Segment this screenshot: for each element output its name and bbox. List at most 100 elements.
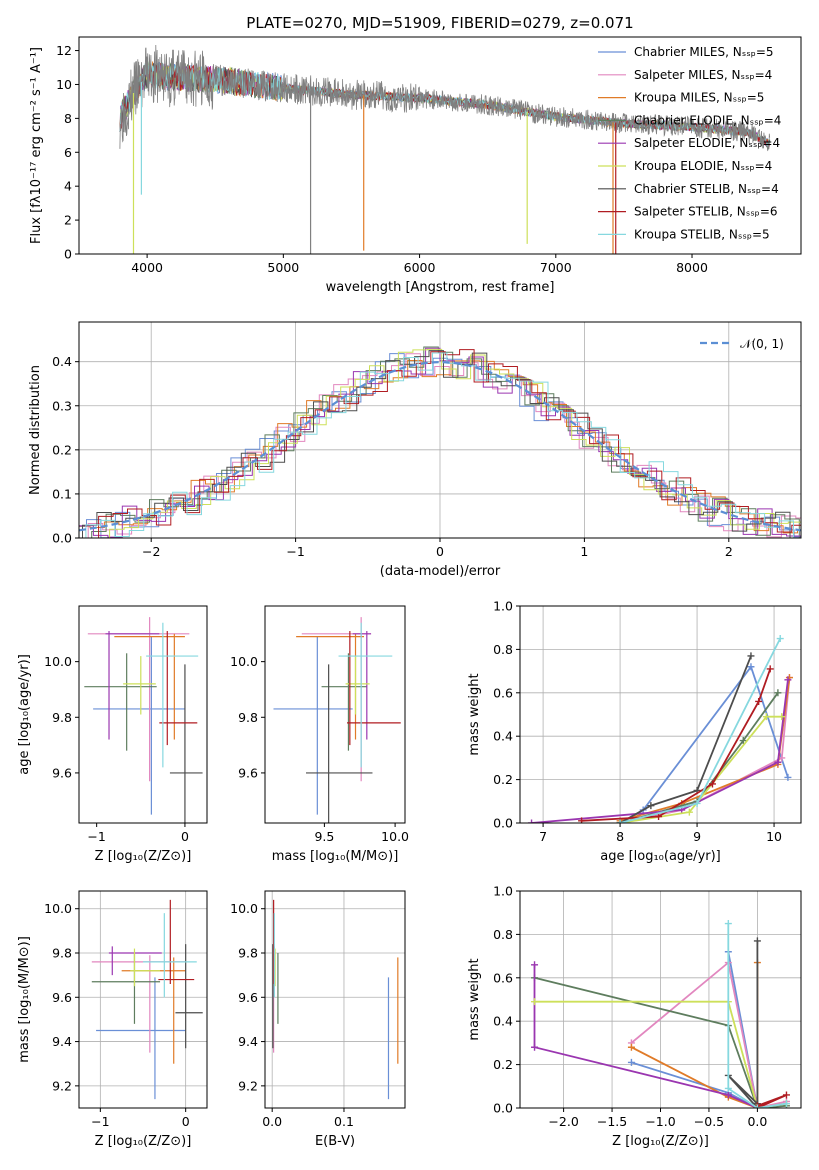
data-layer	[79, 346, 801, 538]
y-tick-label: 9.8	[238, 710, 258, 725]
legend-entry: Chabrier ELODIE, Nₛₛₚ=4	[634, 113, 781, 127]
x-axis-label: (data-model)/error	[380, 564, 501, 579]
x-tick-label: −1.5	[597, 1114, 627, 1129]
weight-series-line	[619, 655, 752, 823]
x-tick-label: 6000	[404, 260, 436, 275]
y-tick-label: 9.6	[52, 765, 72, 780]
y-tick-label: 9.4	[238, 1034, 258, 1049]
observed-spectrum-line	[119, 44, 771, 152]
y-axis-label: mass weight	[467, 958, 482, 1040]
y-axis-label: Flux [fλ10⁻¹⁷ erg cm⁻² s⁻¹ A⁻¹]	[29, 47, 44, 244]
y-tick-label: 0.2	[493, 1057, 513, 1072]
legend-entry: Salpeter STELIB, Nₛₛₚ=6	[634, 205, 778, 219]
weight-point-marker	[627, 1043, 635, 1051]
data-layer	[528, 635, 793, 823]
x-tick-label: 10.0	[381, 829, 409, 844]
legend-entry: Salpeter MILES, Nₛₛₚ=4	[634, 68, 772, 82]
x-axis-label: Z [log₁₀(Z/Z⊙)]	[612, 1134, 709, 1149]
weight-series-line	[631, 951, 759, 1108]
legend-entry: Kroupa ELODIE, Nₛₛₚ=4	[634, 159, 772, 173]
legend: Chabrier MILES, Nₛₛₚ=5 Salpeter MILES, Nₛ…	[598, 45, 781, 241]
data-layer	[272, 899, 399, 1100]
residual-histogram	[79, 347, 801, 538]
weight-point-marker	[724, 1084, 732, 1092]
y-tick-label: 9.6	[238, 765, 258, 780]
x-tick-label: 4000	[131, 260, 163, 275]
y-tick-label: 8	[64, 111, 72, 126]
x-tick-label: −0.5	[694, 1114, 724, 1129]
panel-age-vs-mass: 9.5 10.0 9.6 9.8 10.0 mass [log₁₀(M/M⊙)]	[230, 605, 409, 864]
grid	[79, 891, 207, 1108]
weight-point-marker	[531, 998, 539, 1006]
x-tick-label: 10	[766, 829, 782, 844]
axes-frame	[78, 36, 802, 255]
y-tick-label: 9.6	[238, 990, 258, 1005]
y-tick-label: 10.0	[230, 654, 258, 669]
y-tick-label: 0.4	[52, 354, 72, 369]
x-tick-label: 0	[181, 829, 189, 844]
plot-area	[84, 617, 203, 823]
residual-histogram	[79, 353, 801, 538]
plot-area	[79, 322, 801, 538]
weight-point-marker	[778, 713, 786, 721]
axes-frame	[264, 890, 406, 1109]
plot-area	[79, 891, 207, 1108]
x-tick-label: 0	[436, 544, 444, 559]
legend-entry: Kroupa STELIB, Nₛₛₚ=5	[634, 227, 770, 241]
plot-area	[273, 617, 401, 823]
axes: 7 8 9 10 0.0 0.2 0.4 0.6 0.8 1.0 age [log₁₀(age/yr…	[493, 599, 802, 864]
axes-frame	[519, 890, 802, 1109]
axes: −1 0 9.6 9.8 10.0 Z [log₁₀(Z/Z⊙)]	[44, 605, 208, 864]
y-tick-label: 0.8	[493, 642, 513, 657]
weight-series-line	[619, 677, 791, 823]
x-tick-label: 8	[616, 829, 624, 844]
axes: 9.5 10.0 9.6 9.8 10.0 mass [log₁₀(M/M⊙)]	[230, 605, 409, 864]
x-tick-label: 7000	[540, 260, 572, 275]
y-tick-label: 9.6	[52, 990, 72, 1005]
weight-point-marker	[739, 737, 747, 745]
weight-point-marker	[647, 802, 655, 810]
axes-frame	[78, 321, 802, 539]
y-tick-label: 1.0	[493, 599, 513, 614]
weight-series-line	[533, 964, 758, 1108]
panel-mass-vs-EBV: 0.0 0.1 9.2 9.4 9.6 9.8 10.0 E(B-V)	[230, 890, 406, 1149]
weight-point-marker	[685, 808, 693, 816]
chart-title: PLATE=0270, MJD=51909, FIBERID=0279, z=0…	[246, 14, 633, 32]
residual-histogram	[79, 349, 801, 538]
weight-point-marker	[784, 773, 792, 781]
y-tick-label: 0.2	[52, 442, 72, 457]
x-tick-label: 8000	[676, 260, 708, 275]
weight-point-marker	[724, 1091, 732, 1099]
y-tick-label: 4	[64, 179, 72, 194]
residual-histogram	[79, 348, 801, 538]
legend-entry: Kroupa MILES, Nₛₛₚ=5	[634, 91, 764, 105]
y-tick-label: 6	[64, 145, 72, 160]
weight-point-marker	[766, 665, 774, 673]
y-tick-label: 0.4	[493, 1014, 513, 1029]
weight-point-marker	[774, 689, 782, 697]
weight-point-marker	[753, 1104, 761, 1108]
grid	[520, 606, 801, 823]
x-tick-label: −2	[142, 544, 160, 559]
axes-frame	[78, 890, 208, 1109]
axes: 4000 5000 6000 7000 8000 0 2 4 6 8 10 12 wavelength …	[56, 36, 802, 295]
x-tick-label: 2	[725, 544, 733, 559]
x-tick-label: −1.0	[645, 1114, 675, 1129]
panel-mass-vs-Z: −1 0 9.2 9.4 9.6 9.8 10.0 Z [log₁₀(Z/Z⊙)] mass […	[17, 890, 208, 1149]
panel-weight-vs-Z: −2.0 −1.5 −1.0 −0.5 0.0 0.0 0.2 0.4 0.6 0.8 1.0 Z […	[467, 884, 802, 1149]
weight-point-marker	[627, 1058, 635, 1066]
y-tick-label: 10.0	[44, 901, 72, 916]
data-layer	[119, 44, 771, 254]
plot-area	[265, 891, 405, 1108]
x-axis-label: Z [log₁₀(Z/Z⊙)]	[95, 1134, 192, 1149]
weight-point-marker	[747, 652, 755, 660]
panel-weight-vs-age: 7 8 9 10 0.0 0.2 0.4 0.6 0.8 1.0 age [log₁₀(age/yr…	[467, 599, 802, 864]
y-tick-label: 10	[56, 77, 72, 92]
weight-point-marker	[776, 635, 784, 643]
x-tick-label: 9	[693, 829, 701, 844]
y-tick-label: 1.0	[493, 884, 513, 899]
weight-point-marker	[724, 920, 732, 928]
y-axis-label: Normed distribution	[28, 365, 43, 495]
y-tick-label: 0.1	[52, 486, 72, 501]
